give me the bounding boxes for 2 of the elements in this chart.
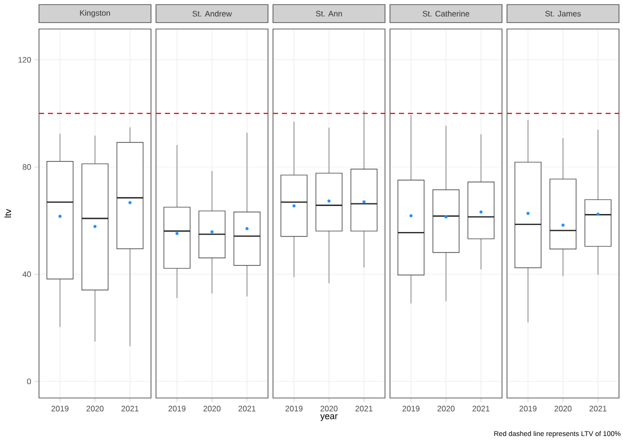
x-axis-title: year bbox=[320, 414, 338, 421]
y-axis-title: ltv bbox=[4, 209, 12, 218]
